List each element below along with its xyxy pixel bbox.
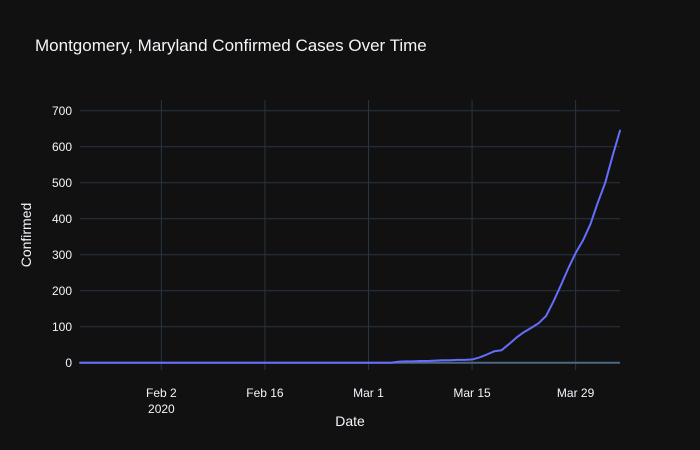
y-tick-label: 500 <box>52 176 72 190</box>
chart-title: Montgomery, Maryland Confirmed Cases Ove… <box>35 36 427 55</box>
y-tick-label: 400 <box>52 212 72 226</box>
plot-area <box>80 100 620 370</box>
x-tick-label: Mar 15 <box>453 386 491 400</box>
tick-labels: 0 100 200 300 400 500 600 700 Feb 2 2020 Feb 16 Mar… <box>52 104 595 416</box>
series-line <box>79 129 621 364</box>
y-tick-label: 600 <box>52 140 72 154</box>
y-axis-title: Confirmed <box>18 203 34 268</box>
x-tick-label: Mar 1 <box>353 386 384 400</box>
y-tick-label: 700 <box>52 104 72 118</box>
y-tick-label: 300 <box>52 248 72 262</box>
series-layer <box>79 129 621 364</box>
x-tick-year-label: 2020 <box>148 402 175 416</box>
y-tick-label: 100 <box>52 320 72 334</box>
x-tick-label: Feb 16 <box>246 386 284 400</box>
x-axis-title: Date <box>335 413 365 429</box>
y-tick-label: 0 <box>65 356 72 370</box>
y-tick-label: 200 <box>52 284 72 298</box>
x-tick-label: Feb 2 <box>146 386 177 400</box>
x-tick-label: Mar 29 <box>557 386 595 400</box>
